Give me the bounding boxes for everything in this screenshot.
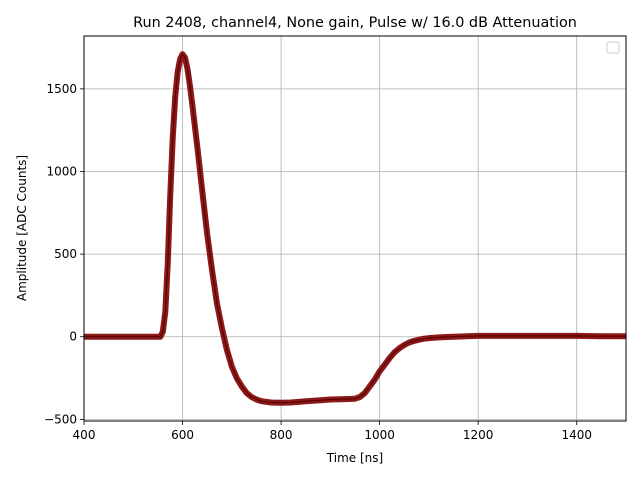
x-axis-ticks: 400 600 800 1000 1200 1400 (73, 421, 592, 442)
y-tick-label: 0 (69, 330, 77, 344)
y-tick-label: 1500 (46, 82, 77, 96)
y-axis-ticks: −500 0 500 1000 1500 (44, 82, 84, 426)
y-tick-label: −500 (44, 412, 77, 426)
y-axis-label: Amplitude [ADC Counts] (15, 155, 29, 301)
x-tick-label: 1400 (561, 428, 592, 442)
x-tick-label: 600 (171, 428, 194, 442)
x-axis-label: Time [ns] (326, 451, 383, 465)
y-tick-label: 1000 (46, 164, 77, 178)
x-tick-label: 800 (270, 428, 293, 442)
chart-title: Run 2408, channel4, None gain, Pulse w/ … (133, 15, 577, 31)
plot-frame (83, 35, 627, 422)
x-tick-label: 1200 (463, 428, 494, 442)
legend-box (606, 41, 620, 54)
y-tick-label: 500 (54, 247, 77, 261)
series-line (84, 53, 626, 404)
x-tick-label: 1000 (364, 428, 395, 442)
x-tick-label: 400 (73, 428, 96, 442)
plot-background (84, 36, 626, 421)
